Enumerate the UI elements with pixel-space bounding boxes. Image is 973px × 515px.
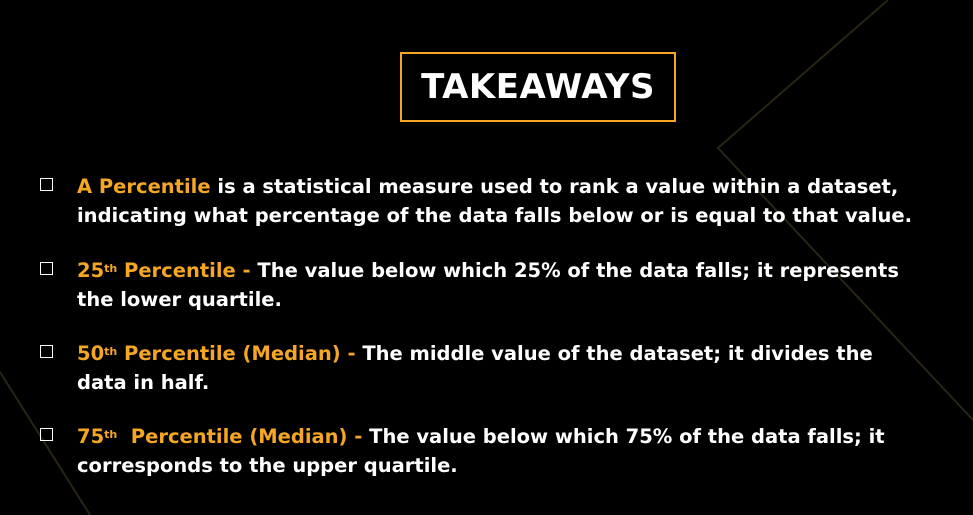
takeaway-text: A Percentile is a statistical measure us…: [77, 172, 947, 230]
title-box: TAKEAWAYS: [400, 52, 676, 122]
takeaway-highlight: 75: [77, 425, 105, 448]
checkbox-icon: [40, 262, 53, 275]
takeaway-highlight-rest: Percentile (Median) -: [117, 342, 363, 365]
checkbox-icon: [40, 428, 53, 441]
takeaway-text: 25th Percentile - The value below which …: [77, 256, 927, 314]
takeaway-body: is a statistical measure used to rank a …: [77, 175, 913, 227]
takeaway-body: The value below which 25% of the data fa…: [77, 259, 899, 311]
takeaway-highlight-sup: th: [104, 262, 118, 275]
takeaway-highlight: A Percentile: [77, 175, 211, 198]
checkbox-icon: [40, 345, 53, 358]
takeaway-highlight: 50: [77, 342, 105, 365]
checkbox-icon: [40, 178, 53, 191]
takeaway-body: The value below which 75% of the data fa…: [77, 425, 892, 477]
page-title: TAKEAWAYS: [421, 67, 655, 107]
takeaway-text: 50th Percentile (Median) - The middle va…: [77, 339, 917, 397]
takeaway-body: The middle value of the dataset; it divi…: [77, 342, 873, 394]
takeaway-highlight-rest: Percentile -: [117, 259, 258, 282]
takeaway-highlight: 25: [77, 259, 105, 282]
takeaway-text: 75th Percentile (Median) - The value bel…: [77, 422, 887, 480]
takeaway-highlight-rest: Percentile (Median) -: [117, 425, 370, 448]
takeaway-highlight-sup: th: [104, 428, 118, 441]
takeaway-highlight-sup: th: [104, 345, 118, 358]
